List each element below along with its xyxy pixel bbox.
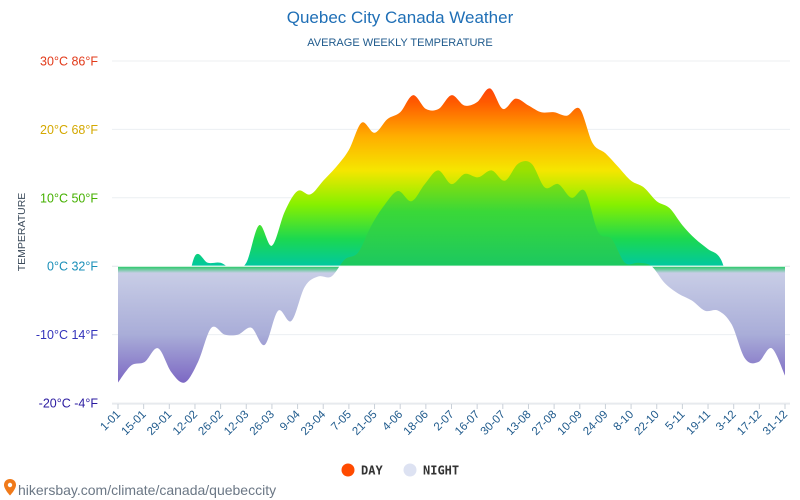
y-tick-label: 30°C 86°F — [40, 55, 98, 69]
x-tick-label: 18-06 — [402, 409, 431, 438]
legend-label: NIGHT — [423, 464, 459, 478]
legend-label: DAY — [361, 464, 383, 478]
legend-swatch — [341, 463, 355, 477]
y-tick-label: -20°C -4°F — [39, 397, 99, 411]
x-tick-label: 17-12 — [735, 409, 764, 438]
x-tick-label: 15-01 — [120, 409, 149, 438]
y-tick-label: -10°C 14°F — [36, 328, 98, 342]
x-tick-label: 12-02 — [171, 409, 200, 438]
x-tick-label: 22-10 — [633, 409, 662, 438]
x-tick-label: 27-08 — [530, 409, 559, 438]
x-tick-label: 13-08 — [504, 409, 533, 438]
x-tick-label: 12-03 — [222, 409, 251, 438]
x-tick-label: 23-04 — [299, 408, 329, 438]
x-tick-label: 30-07 — [479, 409, 508, 438]
legend-item-day[interactable]: DAY — [341, 463, 384, 478]
legend: DAY NIGHT — [341, 463, 460, 478]
source-link[interactable]: hikersbay.com/climate/canada/quebeccity — [18, 482, 276, 498]
legend-item-night[interactable]: NIGHT — [403, 463, 460, 478]
x-tick-label: 29-01 — [145, 409, 174, 438]
x-tick-label: 16-07 — [453, 409, 482, 438]
x-tick-label: 10-09 — [556, 409, 585, 438]
y-tick-label: 20°C 68°F — [40, 123, 98, 137]
x-tick-label: 19-11 — [684, 409, 713, 438]
night-temperature-area — [118, 161, 785, 383]
x-tick-label: 24-09 — [581, 409, 610, 438]
y-axis-labels: 30°C 86°F 20°C 68°F 10°C 50°F 0°C 32°F -10°C… — [36, 55, 98, 411]
source-credit[interactable]: hikersbay.com/climate/canada/quebeccity — [4, 479, 276, 498]
chart-title: Quebec City Canada Weather — [287, 8, 514, 27]
location-pin-icon — [4, 479, 16, 496]
plot-area — [118, 88, 785, 383]
x-tick-label: 21-05 — [350, 409, 379, 438]
y-tick-label: 0°C 32°F — [47, 260, 98, 274]
x-tick-label: 26-03 — [248, 409, 277, 438]
y-tick-label: 10°C 50°F — [40, 191, 98, 205]
x-tick-label: 26-02 — [196, 409, 225, 438]
pin-dot — [7, 482, 13, 488]
x-tick-label: 31-12 — [761, 409, 790, 438]
chart-subtitle: AVERAGE WEEKLY TEMPERATURE — [307, 37, 492, 49]
y-axis-title: TEMPERATURE — [16, 193, 28, 272]
legend-swatch — [403, 463, 417, 477]
